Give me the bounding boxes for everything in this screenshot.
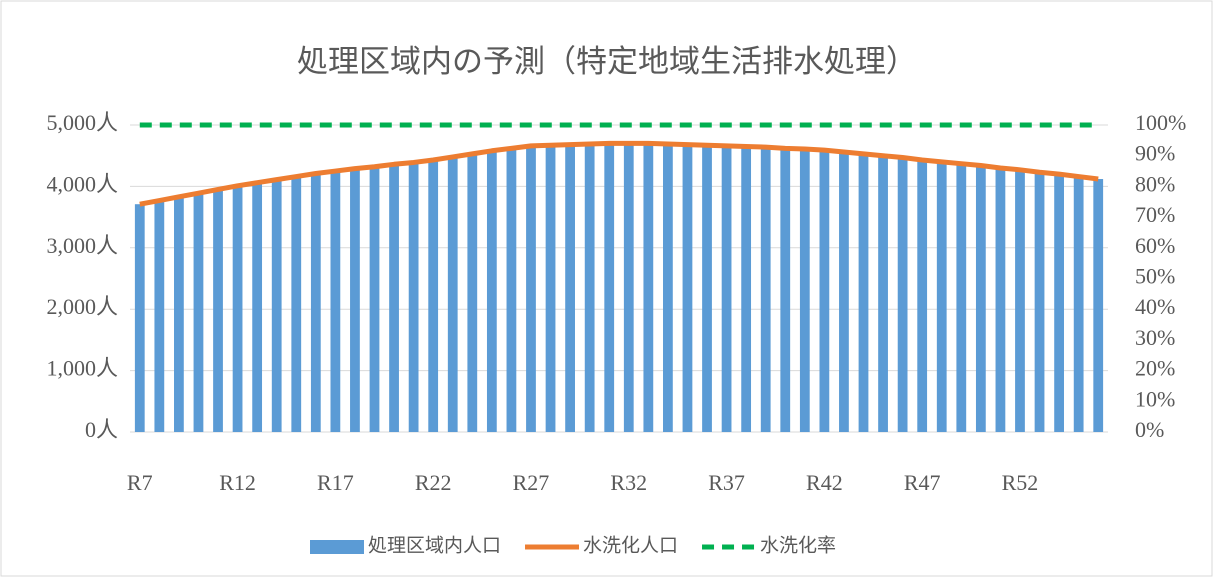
x-tick-label: R47: [904, 470, 941, 495]
bar: [1073, 176, 1084, 432]
bar: [1093, 179, 1104, 432]
x-tick-label: R7: [127, 470, 153, 495]
y2-tick-label: 40%: [1135, 294, 1175, 319]
bar: [369, 166, 380, 432]
y-tick-label: 1,000人: [46, 356, 118, 381]
bar: [643, 143, 654, 433]
bar: [565, 144, 575, 432]
y-tick-label: 0人: [85, 417, 118, 442]
bar: [134, 204, 145, 432]
legend-label: 処理区域内人口: [368, 534, 501, 556]
legend-label: 水洗化率: [760, 534, 836, 556]
y-tick-label: 4,000人: [46, 171, 118, 196]
y2-tick-label: 0%: [1135, 417, 1164, 442]
bar: [799, 148, 810, 433]
y2-tick-label: 60%: [1135, 233, 1175, 258]
y-tick-label: 5,000人: [46, 110, 118, 135]
bar: [154, 200, 165, 432]
x-tick-label: R27: [513, 470, 550, 495]
bar: [193, 193, 204, 432]
bar: [1034, 172, 1045, 432]
bar: [232, 185, 243, 432]
bar: [858, 153, 869, 432]
line: [139, 140, 1099, 207]
bar: [467, 153, 478, 432]
bar: [584, 144, 595, 432]
y2-tick-label: 20%: [1135, 356, 1175, 381]
bar: [721, 145, 732, 432]
bar: [291, 176, 302, 432]
bar: [408, 162, 419, 433]
x-tick-label: R42: [806, 470, 843, 495]
bar: [741, 146, 752, 433]
x-tick-label: R12: [219, 470, 256, 495]
x-tick-label: R22: [415, 470, 452, 495]
y2-tick-label: 90%: [1135, 141, 1175, 166]
y2-tick-label: 30%: [1135, 325, 1175, 350]
bar: [447, 156, 458, 433]
bar: [252, 182, 263, 432]
y2-tick-label: 10%: [1135, 386, 1175, 411]
bar: [956, 163, 967, 432]
y2-tick-label: 70%: [1135, 202, 1175, 227]
bar: [1054, 174, 1064, 432]
x-tick-label: R37: [708, 470, 745, 495]
bar: [506, 148, 517, 432]
y2-tick-label: 100%: [1135, 110, 1186, 135]
y2-tick-label: 80%: [1135, 171, 1175, 196]
bar: [545, 145, 556, 432]
bar: [878, 155, 888, 432]
bar: [213, 189, 223, 432]
bar: [174, 196, 184, 432]
bar: [917, 159, 928, 433]
bar: [760, 147, 771, 432]
bar: [995, 167, 1006, 433]
bar: [271, 179, 282, 432]
x-tick-label: R32: [610, 470, 647, 495]
bar: [780, 148, 791, 432]
chart-title: 処理区域内の予測（特定地域生活排水処理）: [297, 44, 917, 79]
bar: [682, 144, 693, 432]
legend-swatch: [310, 540, 364, 554]
bar: [819, 150, 830, 432]
bar: [897, 157, 908, 433]
bar: [389, 164, 399, 432]
bar: [486, 150, 497, 432]
bar: [702, 145, 712, 432]
bar: [526, 145, 536, 432]
bar: [350, 168, 360, 432]
bar: [839, 152, 849, 433]
bar: [330, 171, 341, 433]
y-tick-label: 3,000人: [46, 233, 118, 258]
bar: [1015, 169, 1025, 432]
x-tick-label: R17: [317, 470, 354, 495]
x-tick-label: R52: [1002, 470, 1039, 495]
bar: [663, 144, 673, 432]
bar: [975, 165, 986, 433]
bar: [936, 161, 947, 432]
bar: [604, 143, 615, 433]
y2-tick-label: 50%: [1135, 264, 1175, 289]
bar: [310, 173, 321, 433]
bar: [623, 143, 634, 433]
bar: [428, 159, 439, 433]
legend-label: 水洗化人口: [583, 534, 678, 556]
y-tick-label: 2,000人: [46, 294, 118, 319]
